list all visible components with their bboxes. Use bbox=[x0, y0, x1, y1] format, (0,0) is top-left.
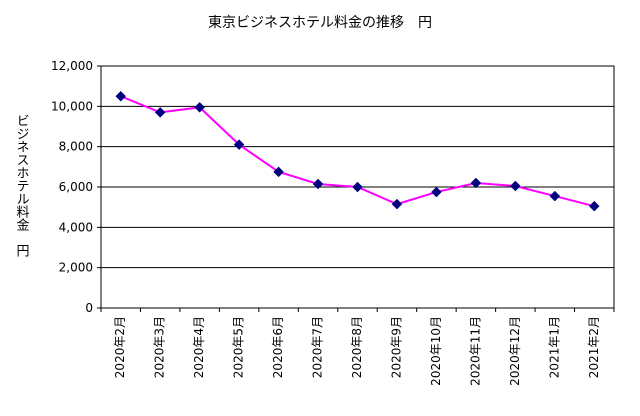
data-point bbox=[352, 181, 363, 193]
data-point bbox=[588, 200, 600, 212]
x-tick-label: 2020年7月 bbox=[311, 316, 325, 378]
data-point bbox=[431, 186, 442, 198]
data-point bbox=[312, 178, 324, 190]
y-axis-label: ビジネスホテル料金 円 bbox=[13, 113, 29, 257]
data-point bbox=[233, 139, 245, 151]
x-tick-label: 2020年6月 bbox=[271, 316, 285, 378]
y-tick-label: 0 bbox=[85, 301, 93, 315]
x-tick-label: 2020年5月 bbox=[232, 316, 246, 378]
plot-border bbox=[100, 65, 615, 309]
x-tick-label: 2021年1月 bbox=[547, 316, 561, 378]
y-axis-label-container: ビジネスホテル料金 円 bbox=[8, 62, 34, 308]
y-tick-label: 12,000 bbox=[51, 59, 93, 73]
data-point bbox=[154, 107, 166, 118]
data-point bbox=[273, 166, 284, 178]
y-tick-label: 4,000 bbox=[59, 220, 93, 234]
x-tick-label: 2020年10月 bbox=[429, 316, 443, 386]
chart-title: 東京ビジネスホテル料金の推移 円 bbox=[208, 15, 432, 31]
data-point bbox=[470, 177, 482, 189]
data-point bbox=[194, 101, 206, 113]
x-tick-label: 2020年9月 bbox=[389, 316, 403, 378]
data-point bbox=[391, 198, 403, 210]
x-tick-label: 2020年2月 bbox=[113, 316, 127, 378]
x-tick-label: 2020年3月 bbox=[153, 316, 167, 378]
x-tick-label: 2020年8月 bbox=[350, 316, 364, 378]
x-tick-label: 2020年4月 bbox=[192, 316, 206, 378]
data-point bbox=[509, 180, 521, 192]
data-point bbox=[549, 190, 561, 202]
data-point bbox=[115, 90, 127, 102]
y-tick-label: 8,000 bbox=[59, 140, 93, 154]
x-tick-label: 2021年2月 bbox=[587, 316, 601, 378]
y-tick-label: 6,000 bbox=[59, 180, 93, 194]
x-tick-label: 2020年11月 bbox=[468, 316, 482, 386]
x-tick-label: 2020年12月 bbox=[508, 316, 522, 386]
y-tick-label: 2,000 bbox=[59, 261, 93, 275]
y-tick-label: 10,000 bbox=[51, 99, 93, 113]
